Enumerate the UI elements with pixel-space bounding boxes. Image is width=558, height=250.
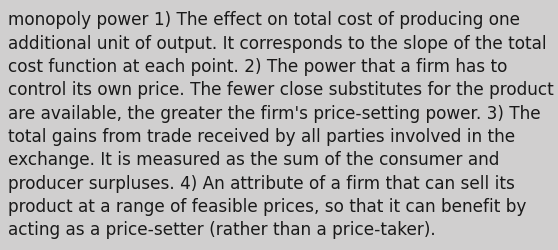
Text: are available, the greater the firm's price-setting power. 3) The: are available, the greater the firm's pr… [8,104,541,122]
Text: total gains from trade received by all parties involved in the: total gains from trade received by all p… [8,128,515,146]
Text: producer surpluses. 4) An attribute of a firm that can sell its: producer surpluses. 4) An attribute of a… [8,174,514,192]
Text: monopoly power 1) The effect on total cost of producing one: monopoly power 1) The effect on total co… [8,11,520,29]
Text: exchange. It is measured as the sum of the consumer and: exchange. It is measured as the sum of t… [8,151,499,169]
Text: control its own price. The fewer close substitutes for the product: control its own price. The fewer close s… [8,81,554,99]
Text: additional unit of output. It corresponds to the slope of the total: additional unit of output. It correspond… [8,34,546,52]
Text: acting as a price-setter (rather than a price-taker).: acting as a price-setter (rather than a … [8,220,436,238]
Text: product at a range of feasible prices, so that it can benefit by: product at a range of feasible prices, s… [8,197,526,215]
Text: cost function at each point. 2) The power that a firm has to: cost function at each point. 2) The powe… [8,58,507,76]
